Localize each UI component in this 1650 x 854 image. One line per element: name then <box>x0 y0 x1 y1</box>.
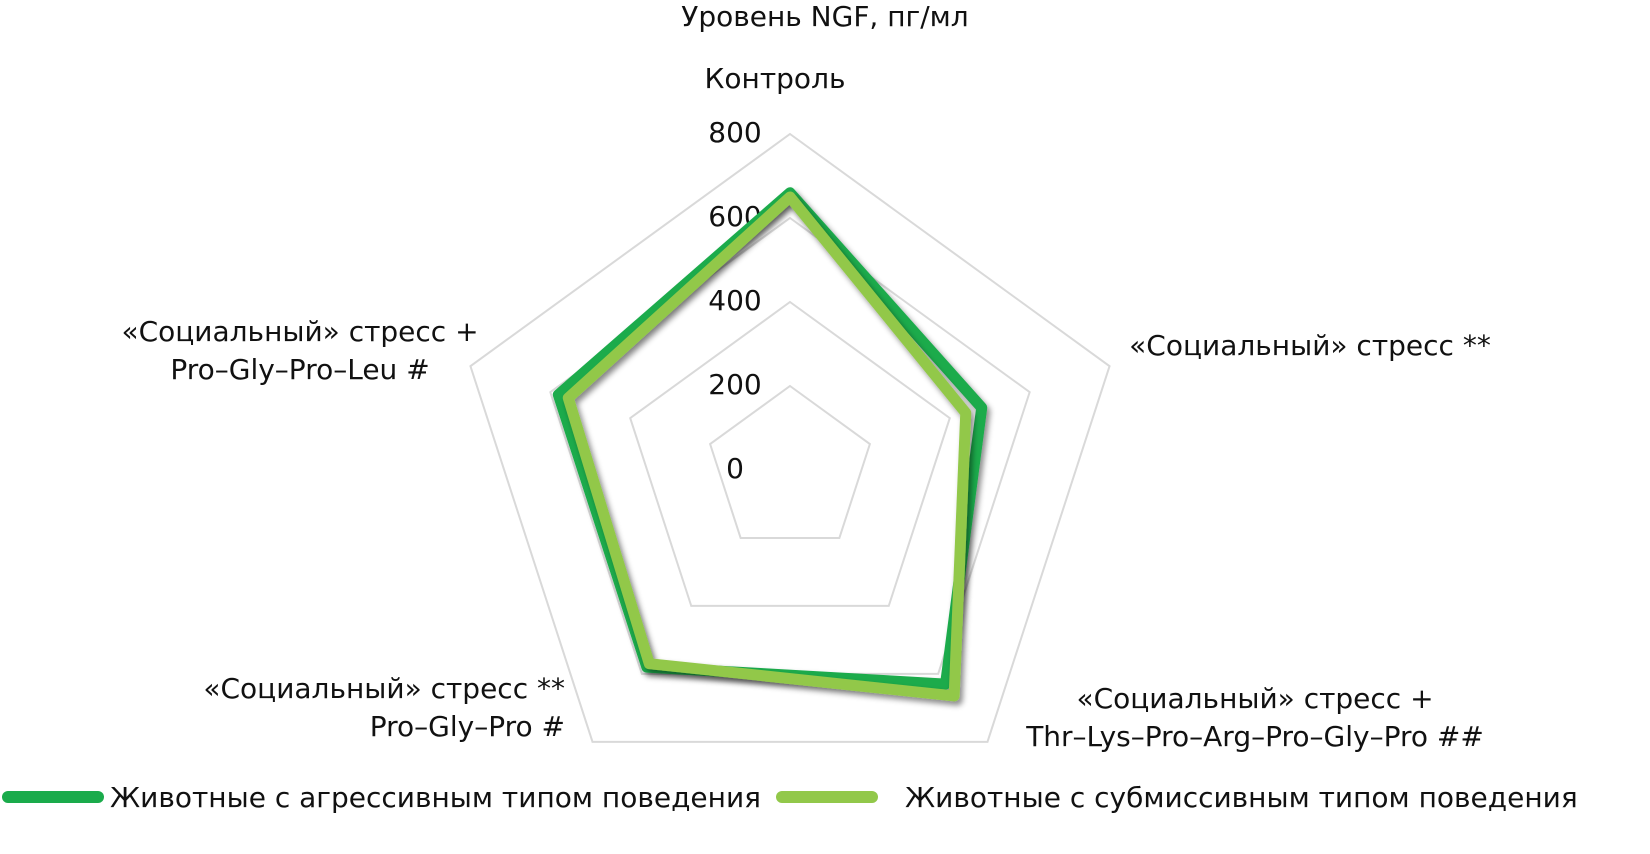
category-label: «Социальный» стресс + Thr–Lys–Pro–Arg–Pro… <box>1025 682 1484 753</box>
legend-label: Животные с агрессивным типом поведения <box>110 781 761 814</box>
r-tick-label: 800 <box>708 116 761 149</box>
r-tick-label: 0 <box>726 452 744 485</box>
category-label: «Социальный» стресс + Pro–Gly–Pro–Leu # <box>121 315 478 386</box>
grid-ring <box>469 132 1111 743</box>
series-line <box>562 191 972 702</box>
grid-ring <box>629 300 951 607</box>
category-label: «Социальный» стресс ** <box>1129 329 1491 362</box>
r-tick-label: 400 <box>708 284 761 317</box>
r-tick-label: 200 <box>708 368 761 401</box>
category-label: Контроль <box>705 62 846 95</box>
legend-label: Животные с субмиссивным типом поведения <box>905 781 1578 814</box>
category-label: «Социальный» стресс ** Pro–Gly–Pro # <box>203 672 565 743</box>
chart-title: Уровень NGF, пг/мл <box>681 0 968 33</box>
grid-ring <box>708 384 872 539</box>
